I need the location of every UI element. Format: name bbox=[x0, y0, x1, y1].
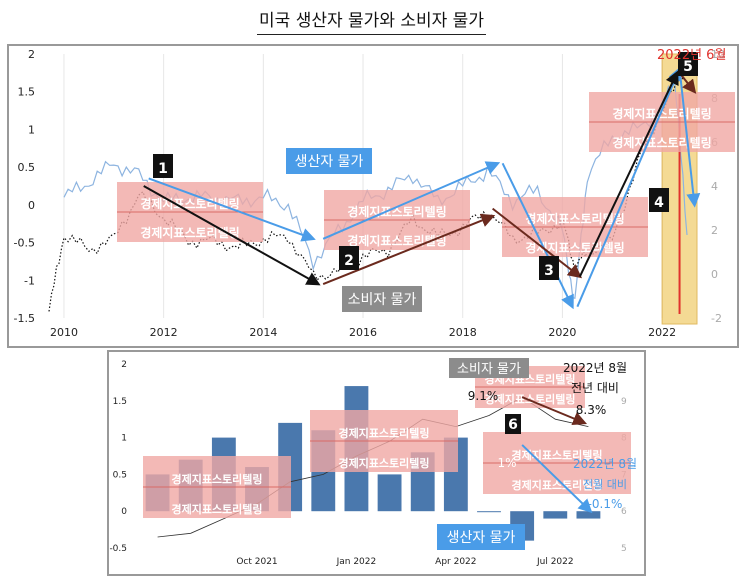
ppi-label-text: 생산자 물가 bbox=[295, 154, 364, 170]
cpi-prev-value: 9.1% bbox=[468, 389, 499, 403]
y-left-tick: -0.5 bbox=[14, 237, 35, 250]
june-2022-label: 2022년 6월 bbox=[657, 48, 726, 63]
x-tick: 2012 bbox=[150, 326, 178, 339]
x-tick: 2016 bbox=[349, 326, 377, 339]
y-right-tick: 2 bbox=[711, 224, 718, 237]
trend-badge-4-label: 4 bbox=[654, 195, 664, 211]
y-right-tick: -2 bbox=[711, 312, 722, 325]
trend-badge-5-label: 5 bbox=[683, 59, 693, 75]
ppi-bar bbox=[477, 511, 501, 513]
x-tick: Apr 2022 bbox=[435, 557, 476, 567]
watermark-text: 경제지표스토리텔링 bbox=[484, 392, 575, 406]
trend-badge-1 bbox=[153, 154, 173, 178]
watermark-text: 경제지표스토리텔링 bbox=[612, 106, 711, 121]
y-left-tick: 1 bbox=[121, 434, 127, 444]
trend-badge-6-label: 6 bbox=[508, 417, 518, 433]
ppi-curr-value: -0.1% bbox=[588, 497, 623, 511]
cpi-note-month: 2022년 8월 bbox=[563, 361, 627, 375]
ppi-label bbox=[437, 524, 525, 550]
cpi-label-text: 소비자 물가 bbox=[348, 292, 417, 308]
trend-badge-3 bbox=[539, 256, 559, 280]
watermark-text: 경제지표스토리텔링 bbox=[171, 472, 262, 486]
x-tick: Jan 2022 bbox=[336, 557, 377, 567]
cpi-trend-arrow-4 bbox=[578, 70, 679, 277]
y-right-tick: 5 bbox=[621, 544, 627, 554]
y-left-tick: 1.5 bbox=[113, 397, 127, 407]
watermark-text: 경제지표스토리텔링 bbox=[525, 211, 624, 226]
cpi-trend-arrow-3 bbox=[492, 207, 583, 279]
cpi-trend-arrow-2 bbox=[322, 213, 496, 285]
watermark-text: 경제지표스토리텔링 bbox=[347, 204, 446, 219]
x-tick: 2020 bbox=[548, 326, 576, 339]
watermark-text: 경제지표스토리텔링 bbox=[525, 240, 624, 255]
watermark-text: 경제지표스토리텔링 bbox=[171, 502, 262, 516]
watermark-text: 경제지표스토리텔링 bbox=[338, 426, 429, 440]
y-left-tick: -0.5 bbox=[109, 544, 127, 554]
ppi-trend-arrow-5 bbox=[678, 68, 701, 208]
y-left-tick: 2 bbox=[28, 48, 35, 61]
cpi-label bbox=[342, 286, 422, 312]
y-left-tick: 2 bbox=[121, 360, 127, 370]
x-tick: Oct 2021 bbox=[236, 557, 277, 567]
watermark-text: 경제지표스토리텔링 bbox=[338, 456, 429, 470]
trend-badge-1-label: 1 bbox=[158, 161, 168, 177]
top-chart-panel: -1.5-1-0.500.511.52-20246810201020122014… bbox=[7, 44, 739, 348]
ppi-bar bbox=[377, 474, 402, 512]
y-right-tick: 6 bbox=[621, 507, 627, 517]
watermark-text: 경제지표스토리텔링 bbox=[612, 135, 711, 150]
cpi-note-yoy: 전년 대비 bbox=[571, 381, 619, 395]
x-tick: 2018 bbox=[449, 326, 477, 339]
y-left-tick: 0.5 bbox=[18, 161, 36, 174]
ppi-label-text: 생산자 물가 bbox=[447, 530, 516, 546]
cpi-label bbox=[449, 358, 529, 378]
watermark-text: 경제지표스토리텔링 bbox=[140, 196, 239, 211]
ppi-label bbox=[286, 148, 372, 174]
y-left-tick: 0 bbox=[28, 199, 35, 212]
trend-badge-4 bbox=[649, 188, 669, 212]
ppi-note-mom: 전월 대비 bbox=[583, 478, 627, 491]
y-right-tick: 10 bbox=[711, 48, 725, 61]
cpi-note-arrow bbox=[521, 396, 588, 426]
page-title: 미국 생산자 물가와 소비자 물가 bbox=[0, 6, 743, 35]
y-right-tick: 4 bbox=[711, 180, 718, 193]
trend-badge-2 bbox=[339, 246, 359, 270]
ppi-bar bbox=[543, 511, 568, 519]
trend-badge-3-label: 3 bbox=[544, 263, 554, 279]
ppi-trend-arrow-2 bbox=[322, 161, 501, 240]
y-left-tick: -1.5 bbox=[14, 312, 35, 325]
watermark-text: 경제지표스토리텔링 bbox=[511, 478, 602, 492]
x-tick: Jul 2022 bbox=[536, 557, 574, 567]
ppi-note-arrow bbox=[521, 444, 593, 514]
ppi-note-month: 2022년 8월 bbox=[573, 457, 637, 471]
y-left-tick: 1 bbox=[28, 123, 35, 136]
ppi-trend-arrow-1 bbox=[148, 177, 316, 242]
ppi-bar-label: 1% bbox=[497, 456, 516, 470]
cpi-curr-value: 8.3% bbox=[576, 403, 607, 417]
trend-badge-5 bbox=[678, 52, 698, 76]
y-left-tick: 1.5 bbox=[18, 86, 36, 99]
watermark-text: 경제지표스토리텔링 bbox=[140, 225, 239, 240]
x-tick: 2014 bbox=[249, 326, 277, 339]
y-right-tick: 0 bbox=[711, 268, 718, 281]
y-left-tick: 0.5 bbox=[113, 470, 127, 480]
trend-badge-2-label: 2 bbox=[344, 253, 354, 269]
cpi-trend-arrow-1 bbox=[143, 185, 321, 286]
y-left-tick: 0 bbox=[121, 507, 127, 517]
watermark-text: 경제지표스토리텔링 bbox=[511, 448, 602, 462]
x-tick: 2022 bbox=[648, 326, 676, 339]
top-chart: -1.5-1-0.500.511.52-20246810201020122014… bbox=[14, 48, 735, 339]
y-left-tick: -1 bbox=[24, 274, 35, 287]
x-tick: 2010 bbox=[50, 326, 78, 339]
ppi-trend-arrow-3 bbox=[501, 162, 574, 310]
cpi-label-text: 소비자 물가 bbox=[457, 362, 521, 377]
ppi-bar bbox=[576, 511, 601, 519]
y-right-tick: 9 bbox=[621, 397, 627, 407]
trend-badge-6 bbox=[505, 414, 521, 434]
ppi-trend-arrow-4 bbox=[576, 66, 682, 308]
